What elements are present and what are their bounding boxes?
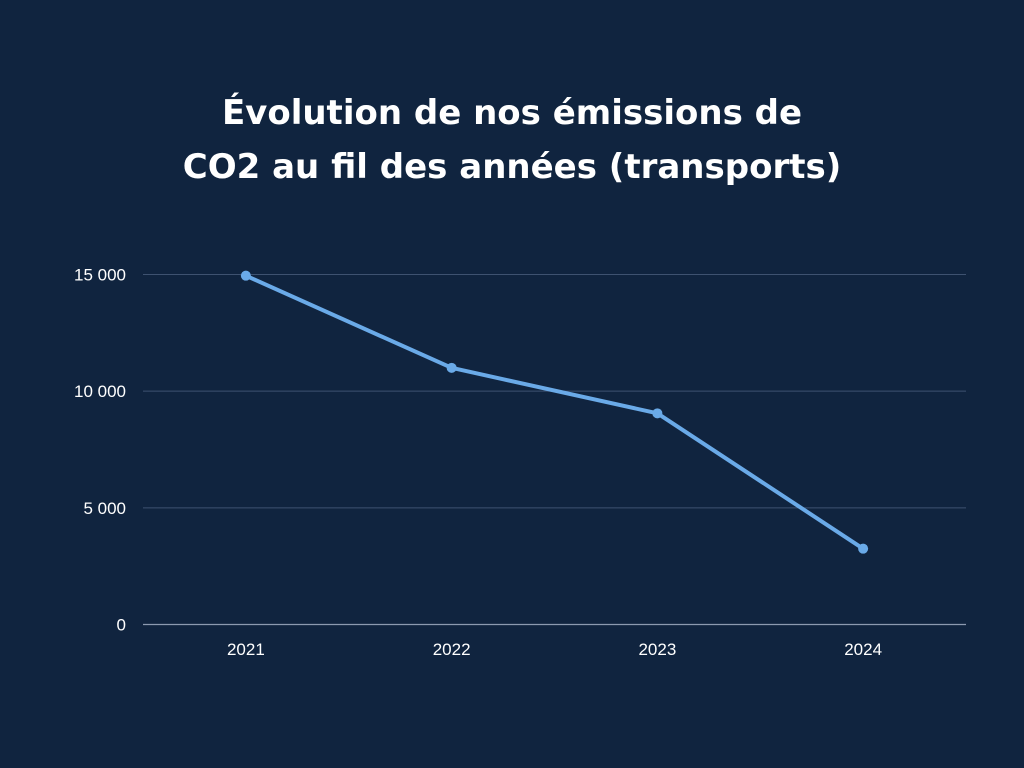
data-point-2023	[652, 408, 663, 419]
data-point-2024	[858, 543, 869, 554]
data-point-2022	[446, 362, 457, 373]
data-points	[240, 270, 869, 554]
y-tick-label-5000: 5 000	[83, 499, 126, 518]
x-tick-label-2024: 2024	[844, 640, 882, 659]
chart-title: Évolution de nos émissions de CO2 au fil…	[0, 86, 1024, 194]
series-line-0	[243, 273, 866, 551]
x-tick-label-2022: 2022	[433, 640, 471, 659]
series-line-group	[243, 273, 866, 551]
data-point-2021	[240, 270, 251, 281]
y-tick-label-10000: 10 000	[74, 382, 126, 401]
chart-title-line-2: CO2 au fil des années (transports)	[182, 147, 842, 187]
chart-title-line-1: Évolution de nos émissions de	[221, 93, 803, 133]
y-tick-label-0: 0	[117, 616, 126, 635]
y-tick-label-15000: 15 000	[74, 266, 126, 285]
x-tick-label-2021: 2021	[227, 640, 265, 659]
x-tick-label-2023: 2023	[638, 640, 676, 659]
y-axis-tick-labels: 0 5 000 10 000 15 000	[74, 266, 126, 635]
x-axis-tick-labels: 2021 2022 2023 2024	[227, 640, 882, 659]
